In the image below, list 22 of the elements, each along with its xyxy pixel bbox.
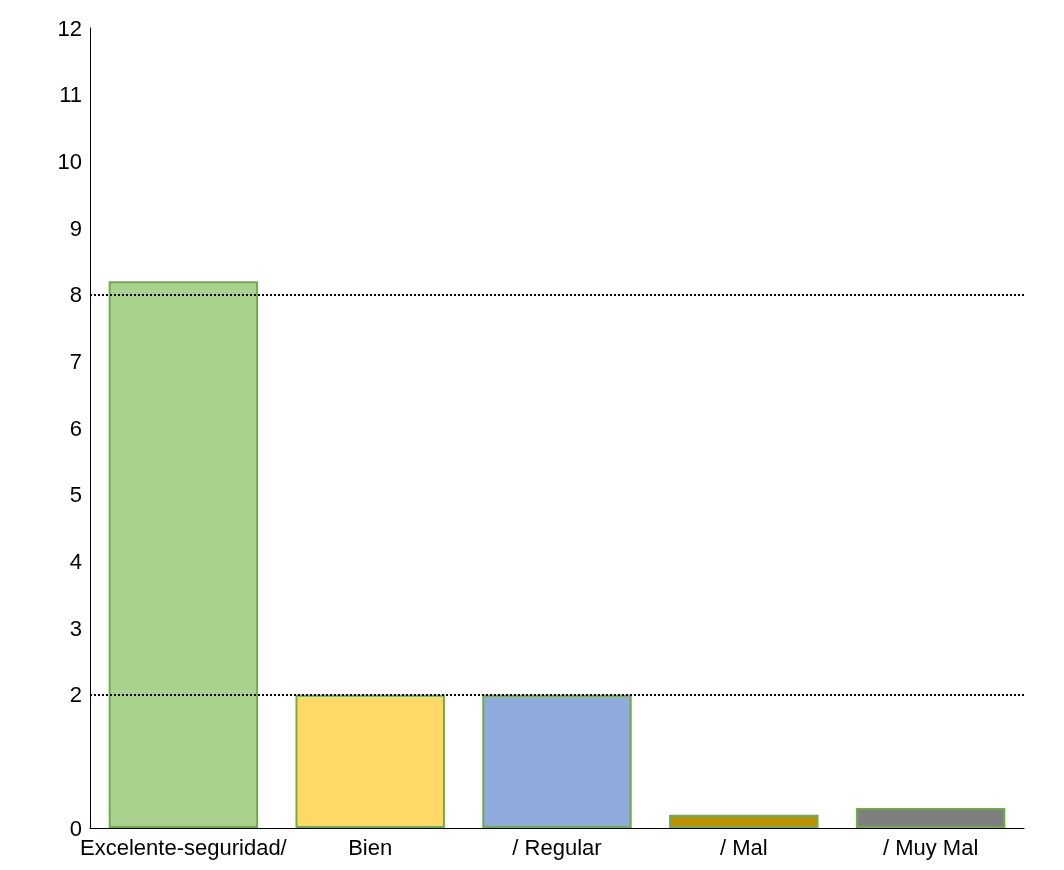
y-tick-label: 11: [59, 82, 82, 108]
y-tick-label: 10: [57, 148, 82, 174]
y-tick-label: 6: [69, 415, 82, 441]
bar: [108, 281, 259, 828]
x-tick-label: Bien: [348, 834, 393, 860]
bar: [855, 808, 1006, 828]
y-tick-label: 5: [69, 482, 82, 508]
y-tick-label: 8: [69, 282, 82, 308]
y-tick-label: 4: [69, 548, 82, 574]
x-tick-label: / Mal: [719, 834, 768, 860]
y-tick-label: 0: [69, 815, 82, 841]
bar: [669, 814, 819, 828]
y-tick-label: 9: [69, 215, 82, 241]
y-tick-label: 3: [69, 615, 82, 641]
bar: [295, 694, 445, 828]
y-tick-label: 12: [57, 15, 82, 41]
x-tick-label: / Regular: [512, 834, 602, 860]
y-tick-label: 7: [69, 348, 82, 374]
x-tick-label: Excelente-seguridad/: [80, 834, 288, 860]
bar: [482, 694, 632, 828]
x-tick-label: / Muy Mal: [882, 834, 979, 860]
y-tick-label: 2: [69, 682, 82, 708]
